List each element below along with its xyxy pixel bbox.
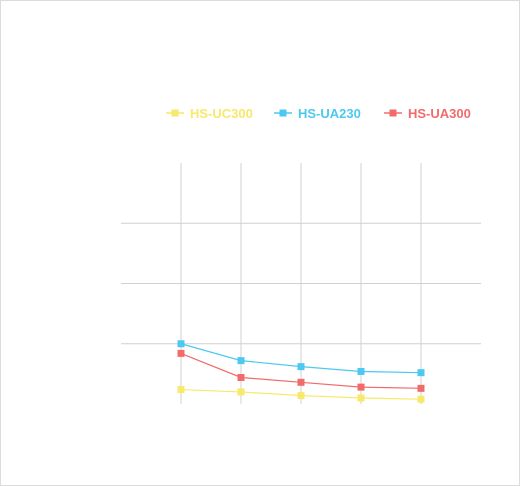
legend-marker-hs-ua230 (279, 109, 287, 117)
legend-label-hs-uc300: HS-UC300 (190, 106, 253, 121)
data-point-hs-uc300-2 (237, 388, 245, 396)
data-point-hs-uc300-1 (177, 386, 185, 394)
data-point-hs-ua300-1 (177, 349, 185, 357)
legend-label-hs-ua300: HS-UA300 (408, 106, 471, 121)
data-point-hs-ua230-3 (297, 363, 305, 371)
data-point-hs-ua300-3 (297, 378, 305, 386)
data-point-hs-ua300-2 (237, 373, 245, 381)
data-point-hs-ua230-2 (237, 357, 245, 365)
data-point-hs-ua230-1 (177, 340, 185, 348)
chart-legend: HS-UC300 HS-UA230 HS-UA300 (166, 106, 471, 121)
chart-series (177, 340, 425, 403)
data-point-hs-uc300-5 (417, 395, 425, 403)
data-point-hs-ua300-5 (417, 384, 425, 392)
data-point-hs-ua230-4 (357, 367, 365, 375)
data-point-hs-ua300-4 (357, 383, 365, 391)
data-point-hs-ua230-5 (417, 369, 425, 377)
legend-marker-hs-ua300 (389, 109, 397, 117)
data-point-hs-uc300-4 (357, 394, 365, 402)
legend-marker-hs-uc300 (171, 109, 179, 117)
data-point-hs-uc300-3 (297, 392, 305, 400)
legend-label-hs-ua230: HS-UA230 (298, 106, 361, 121)
